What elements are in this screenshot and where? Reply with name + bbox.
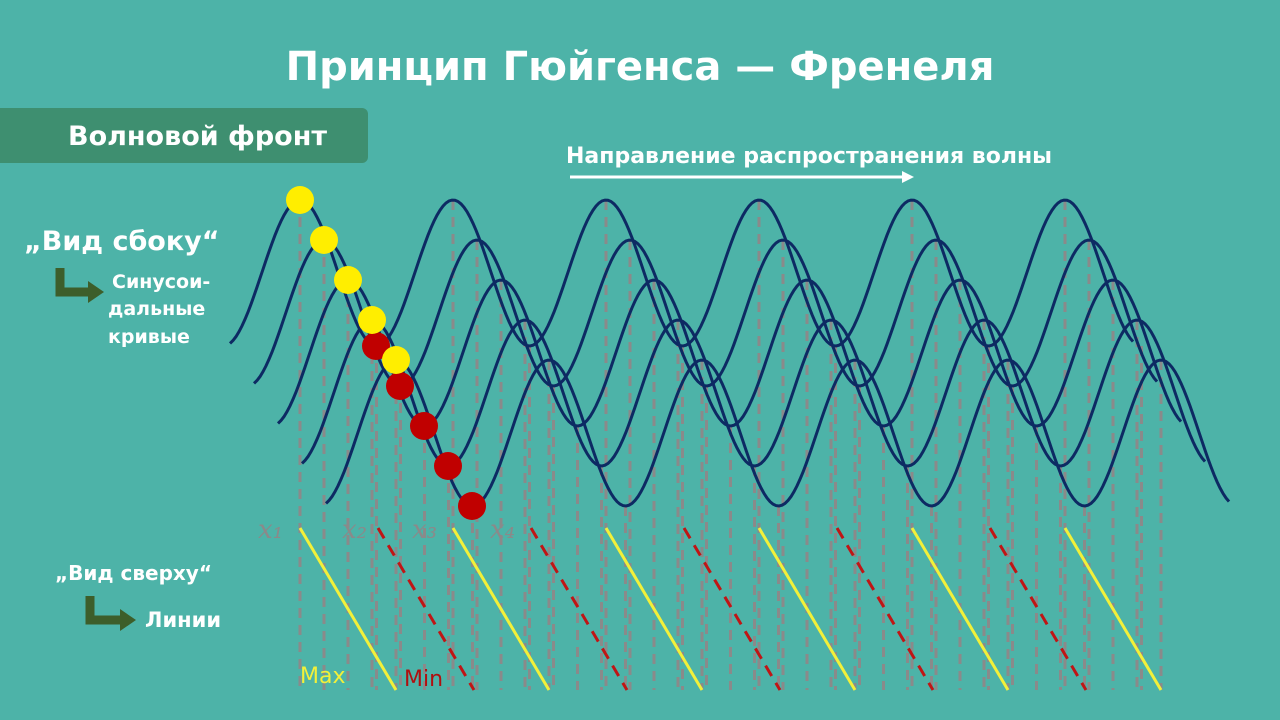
direction-label: Направление распространения волны [566,144,1052,169]
wave-drawing [228,186,1231,691]
direction-arrowhead [902,171,914,183]
top-arrow [85,596,120,625]
x-label: x₄ [490,515,515,545]
x-label: x₂ [342,515,367,545]
min-dot [458,492,486,520]
max-line [451,527,551,691]
min-line [988,527,1088,691]
max-dot [358,306,386,334]
side-view-result: кривые [108,326,190,348]
side-view-label: „Вид сбоку“ [24,226,220,257]
max-label: Max [300,664,345,689]
side-view-result: Синусои- [112,271,210,293]
max-dot [310,226,338,254]
max-line [910,527,1010,691]
min-dot [386,372,414,400]
wavefront-box [0,108,368,163]
max-line [604,527,704,691]
top-view-label: „Вид сверху“ [55,561,212,585]
max-dot [334,266,362,294]
max-line [1063,527,1163,691]
title: Принцип Гюйгенса — Френеля [286,44,995,90]
x-label: x₁ [258,515,283,545]
min-dot [362,332,390,360]
min-line [529,527,629,691]
max-dot [286,186,314,214]
x-label: x₃ [412,515,437,545]
min-line [682,527,782,691]
side-arrowhead [88,281,104,303]
min-line [835,527,935,691]
min-dot [434,452,462,480]
max-line [757,527,857,691]
min-label: Min [404,667,443,692]
min-dot [410,412,438,440]
side-view-result: дальные [108,298,205,320]
max-dot [382,346,410,374]
min-line [376,527,476,691]
side-arrow [55,268,90,297]
max-line [298,527,398,691]
top-arrowhead [120,609,136,631]
top-view-result: Линии [145,608,221,632]
wavefront-label: Волновой фронт [68,121,327,152]
